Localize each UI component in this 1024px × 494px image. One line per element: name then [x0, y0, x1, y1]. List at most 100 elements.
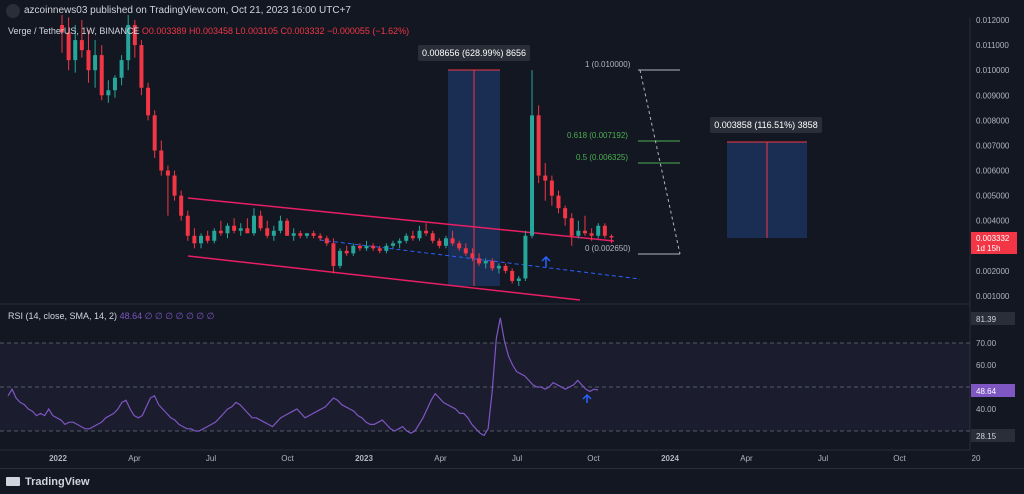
channel-upper: [187, 197, 615, 242]
rsi-legend[interactable]: RSI (14, close, SMA, 14, 2) 48.64 ∅ ∅ ∅ …: [8, 311, 214, 322]
time-tick: Jul: [818, 454, 828, 463]
candle-body: [424, 230, 429, 234]
candle-body: [582, 230, 587, 234]
measure-label-2: 0.003858 (116.51%) 3858: [714, 120, 817, 130]
price-tick: 0.011000: [976, 41, 1009, 50]
candle-body: [530, 115, 535, 236]
price-tick: 0.004000: [976, 217, 1010, 226]
price-tick: 0.002000: [976, 267, 1010, 276]
price-tick: 0.009000: [976, 91, 1010, 100]
up-arrow-rsi: [582, 393, 592, 403]
candle-body: [477, 258, 482, 264]
price-tick: 0.001000: [976, 292, 1010, 301]
time-axis: 2022 Apr Jul Oct 2023 Apr Jul Oct 2024 Apr Jul Oct 2…: [49, 454, 981, 463]
candle-body: [589, 233, 594, 236]
candle-body: [199, 235, 204, 244]
rsi-tick-40: 40.00: [976, 405, 997, 414]
current-price-badge: [971, 232, 1017, 254]
price-axis: 0.012000 0.011000 0.010000 0.009000 0.008000…: [976, 16, 1010, 301]
price-tick: 0.010000: [976, 66, 1010, 75]
candle-body: [139, 45, 144, 88]
candle-body: [172, 175, 177, 196]
time-tick: Oct: [281, 454, 294, 463]
candle-body: [212, 230, 217, 241]
price-tick: 0.012000: [976, 16, 1010, 25]
price-tick: 0.005000: [976, 192, 1010, 201]
candle-body: [93, 55, 98, 71]
candle-body: [86, 50, 91, 71]
candle-body: [152, 115, 157, 151]
rsi-low-badge: [971, 429, 1015, 442]
tradingview-logo-icon: [6, 477, 20, 486]
rsi-value: 48.64 ∅ ∅ ∅ ∅ ∅ ∅ ∅: [119, 311, 215, 321]
candle-body: [225, 225, 230, 234]
time-tick: 2023: [355, 454, 373, 463]
candle-body: [79, 40, 84, 51]
symbol-legend[interactable]: Verge / TetherUS, 1W, BINANCE O0.003389 …: [8, 26, 409, 36]
candle-body: [417, 230, 422, 239]
time-tick: Apr: [434, 454, 447, 463]
candle-body: [298, 233, 303, 236]
candle-body: [371, 245, 376, 249]
price-tick: 0.008000: [976, 116, 1010, 125]
candle-body: [351, 245, 356, 254]
rsi-high-badge: [971, 312, 1015, 325]
candle-body: [106, 90, 111, 96]
fib-618-label: 0.618 (0.007192): [567, 131, 628, 140]
current-price: 0.003332: [976, 234, 1010, 243]
rsi-current: 48.64: [976, 387, 997, 396]
candle-body: [112, 77, 117, 91]
tradingview-logo[interactable]: TradingView: [6, 476, 90, 488]
candle-body: [265, 228, 270, 236]
candle-body: [490, 260, 495, 269]
time-tick: Jul: [206, 454, 216, 463]
candle-body: [503, 265, 508, 271]
candle-body: [73, 40, 78, 61]
candle-body: [285, 220, 290, 236]
candle-body: [410, 235, 415, 239]
time-tick: 2022: [49, 454, 67, 463]
candle-body: [457, 243, 462, 249]
candle-body: [450, 238, 455, 244]
candle-body: [596, 225, 601, 236]
rsi-line: [7, 317, 599, 437]
price-tick: 0.007000: [976, 141, 1010, 150]
candle-body: [437, 240, 442, 246]
candle-body: [146, 87, 151, 116]
rsi-low: 28.15: [976, 432, 997, 441]
fib-diagonal: [639, 69, 681, 255]
candle-body: [238, 228, 243, 231]
ohlc-values: O0.003389 H0.003458 L0.003105 C0.003332 …: [141, 26, 410, 36]
candle-body: [384, 245, 389, 251]
time-tick: Oct: [587, 454, 600, 463]
candle-body: [549, 180, 554, 196]
candle-body: [245, 228, 250, 234]
candle-body: [331, 243, 336, 266]
candles-group: [60, 14, 614, 286]
candle-body: [271, 230, 276, 236]
time-tick: Apr: [128, 454, 141, 463]
time-tick: 20: [972, 454, 981, 463]
candle-body: [463, 248, 468, 254]
candle-body: [318, 235, 323, 239]
up-arrow-price: [541, 255, 551, 267]
candle-body: [470, 253, 475, 259]
rsi-high: 81.39: [976, 315, 997, 324]
candle-body: [218, 230, 223, 234]
candle-body: [556, 195, 561, 209]
candle-body: [576, 230, 581, 236]
price-chart[interactable]: 1 (0.010000) 0.618 (0.007192) 0.5 (0.006…: [0, 0, 1024, 468]
candle-body: [291, 233, 296, 236]
candle-body: [364, 245, 369, 249]
candle-body: [251, 215, 256, 234]
candle-body: [391, 243, 395, 246]
publish-info: azcoinnews03 published on TradingView.co…: [24, 5, 351, 16]
author-avatar[interactable]: [6, 4, 20, 18]
measure-label-2-bg: [710, 117, 822, 133]
candle-countdown: 1d 15h: [976, 244, 1000, 253]
candle-body: [311, 233, 316, 236]
candle-body: [132, 25, 137, 46]
candle-body: [324, 238, 329, 244]
candle-body: [278, 220, 283, 231]
candle-body: [609, 236, 614, 238]
